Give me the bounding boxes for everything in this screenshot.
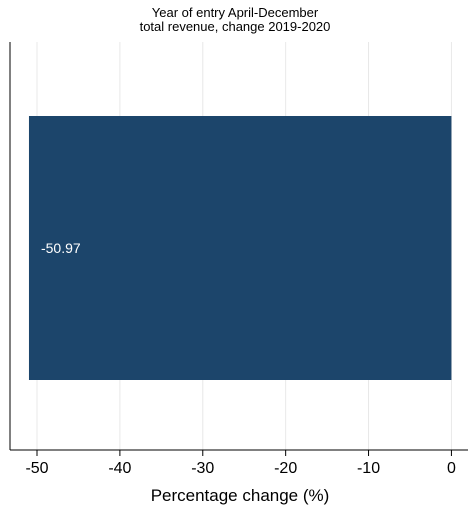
x-tick-label-2: -30 — [191, 460, 214, 477]
bar-0 — [28, 116, 452, 380]
chart-subtitle: total revenue, change 2019-2020 — [139, 19, 331, 34]
x-tick-label-3: -20 — [274, 460, 297, 477]
bars: -50.97 — [28, 116, 452, 380]
x-tick-label-5: 0 — [447, 460, 456, 477]
x-tick-label-1: -40 — [108, 460, 131, 477]
chart-title: Year of entry April-December — [151, 5, 319, 20]
axes: -50 -40 -30 -20 -10 0 — [9, 42, 468, 477]
x-axis-title: Percentage change (%) — [151, 486, 330, 505]
chart-title-block: Year of entry April-December total reven… — [0, 6, 470, 34]
x-tick-label-4: -10 — [357, 460, 380, 477]
bar-data-label-0: -50.97 — [41, 240, 81, 256]
x-tick-label-0: -50 — [25, 460, 48, 477]
